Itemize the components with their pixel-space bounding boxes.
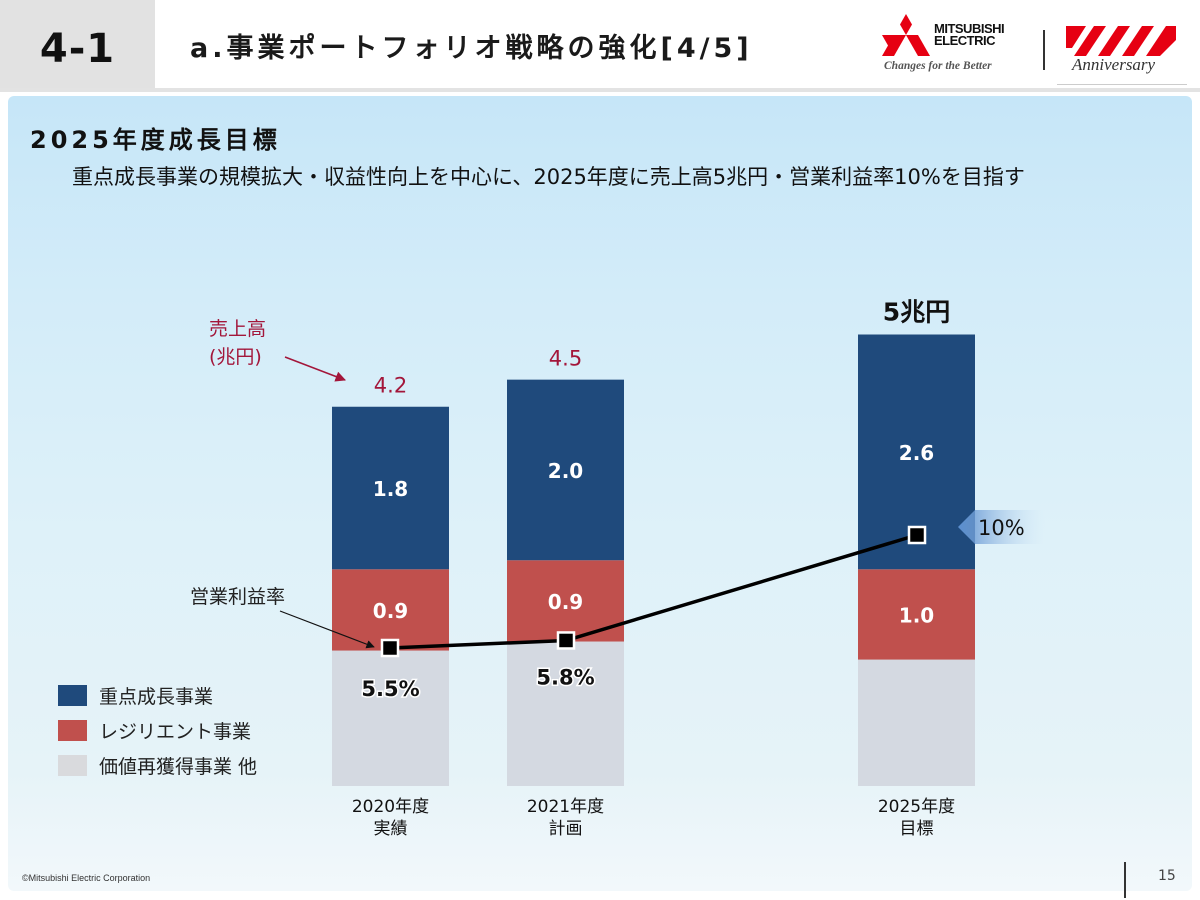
brand-line-2: ELECTRIC: [934, 33, 996, 48]
brand-tagline: Changes for the Better: [884, 60, 992, 72]
bar-segment-other: [507, 641, 624, 786]
segment-value-label: 2.0: [548, 459, 583, 483]
category-label: 2025年度: [878, 797, 955, 817]
segment-value-label: 0.9: [548, 590, 583, 614]
total-value-label: 5兆円: [883, 298, 950, 327]
segment-value-label: 1.8: [373, 477, 408, 501]
total-value-label: 4.2: [374, 374, 407, 398]
legend-label: 価値再獲得事業 他: [99, 756, 258, 778]
margin-line-layer: 5.5% 5.8% 10%: [360, 510, 1045, 703]
slide-title: a.事業ポートフォリオ戦略の強化[4/5]: [190, 33, 753, 64]
bar-segment-resilient: [858, 569, 975, 660]
footer-divider: [1124, 862, 1126, 898]
bar-segment-resilient: [332, 569, 449, 651]
anniversary-logo: Anniversary: [1058, 20, 1188, 82]
category-label: 目標: [900, 819, 934, 839]
segment-value-label: 2.6: [899, 441, 934, 465]
anniversary-text: Anniversary: [1072, 55, 1156, 74]
legend-item-focus-growth: 重点成長事業: [58, 678, 257, 713]
header-divider: [155, 88, 1200, 92]
sales-annotation-arrow: [284, 356, 346, 382]
bar-segment-focus-growth: [332, 406, 449, 570]
three-diamonds-icon: [882, 14, 930, 56]
target-margin-label: 10%: [978, 516, 1025, 540]
section-number: 4-1: [39, 26, 116, 72]
total-value-label: 4.5: [549, 347, 582, 371]
category-label: 2021年度: [527, 797, 604, 817]
legend-swatch-resilient: [58, 720, 87, 741]
operating-margin-marker: [556, 631, 576, 650]
chart-legend: 重点成長事業 レジリエント事業 価値再獲得事業 他: [58, 678, 257, 783]
legend-swatch-other: [58, 755, 87, 776]
copyright: ©Mitsubishi Electric Corporation: [22, 873, 151, 883]
margin-annotation-arrow: [279, 610, 375, 649]
annotations-layer: 売上高 (兆円) 営業利益率: [190, 318, 375, 649]
operating-margin-line: [389, 533, 918, 650]
bar-segment-other: [858, 659, 975, 786]
operating-margin-marker: [907, 525, 927, 545]
brand-name: MITSUBISHI ELECTRIC: [934, 21, 1005, 48]
mitsubishi-electric-logo: MITSUBISHI ELECTRIC Changes for the Bett…: [882, 14, 1032, 76]
legend-swatch-focus-growth: [58, 685, 87, 706]
brand-line-1: MITSUBISHI: [934, 21, 1005, 36]
target-margin-callout: [958, 510, 1045, 544]
header-divider-left: [0, 88, 155, 92]
anniversary-underline: [1057, 84, 1187, 85]
bars-layer: [332, 334, 975, 786]
bar-segment-focus-growth: [507, 379, 624, 561]
category-label: 計画: [549, 819, 583, 839]
slide-header: 4-1 a.事業ポートフォリオ戦略の強化[4/5] MITSUBISHI ELE…: [0, 0, 1200, 92]
legend-label: 重点成長事業: [99, 686, 214, 708]
legend-label: レジリエント事業: [99, 721, 252, 743]
category-label: 実績: [374, 819, 408, 839]
segment-value-label: 1.0: [899, 603, 934, 627]
logo-divider: [1043, 30, 1045, 70]
page-number: 15: [1158, 868, 1176, 884]
operating-margin-label: 5.5%: [361, 677, 419, 701]
bar-segment-other: [332, 650, 449, 786]
operating-margin-label: 5.8%: [536, 665, 594, 689]
sales-annotation-line1: 売上高: [209, 318, 266, 340]
segment-value-label: 0.9: [373, 599, 408, 623]
legend-item-resilient: レジリエント事業: [58, 713, 257, 748]
operating-margin-marker: [380, 638, 400, 658]
section-description: 重点成長事業の規模拡大・収益性向上を中心に、2025年度に売上高5兆円・営業利益…: [72, 165, 1025, 189]
red-slash-stripes-icon: [1066, 26, 1176, 56]
section-number-box: [0, 0, 155, 88]
legend-item-other: 価値再獲得事業 他: [58, 748, 257, 783]
margin-annotation-label: 営業利益率: [190, 586, 285, 608]
category-label: 2020年度: [352, 797, 429, 817]
section-subtitle: 2025年度成長目標: [30, 126, 281, 154]
sales-annotation-line2: (兆円): [209, 346, 262, 368]
